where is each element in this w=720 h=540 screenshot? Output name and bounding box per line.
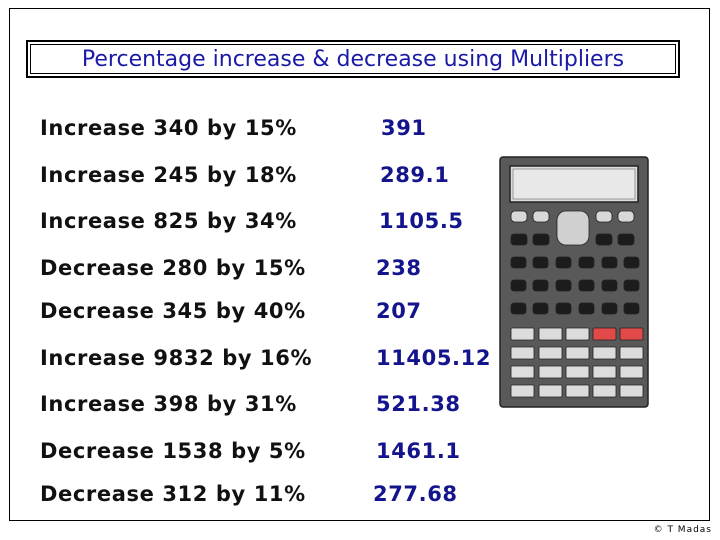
calc-key <box>538 327 563 341</box>
calc-key <box>510 346 535 360</box>
calc-key <box>592 365 617 379</box>
calc-key <box>619 327 644 341</box>
question-text: Decrease 1538 by 5% <box>40 439 306 463</box>
calc-key <box>601 302 618 315</box>
calc-key <box>510 210 528 223</box>
answer-text: 11405.12 <box>376 346 492 370</box>
calc-key <box>538 365 563 379</box>
calc-key <box>578 279 595 292</box>
calc-key <box>532 210 550 223</box>
question-text: Increase 398 by 31% <box>40 392 297 416</box>
list-item: Increase 245 by 18% 289.1 <box>0 163 720 193</box>
list-item: Decrease 280 by 15% 238 <box>0 256 720 286</box>
calc-key <box>595 233 613 246</box>
calc-key <box>538 346 563 360</box>
calc-key <box>623 302 640 315</box>
page-title: Percentage increase & decrease using Mul… <box>81 47 625 72</box>
calc-key <box>532 256 549 269</box>
calc-key <box>565 346 590 360</box>
question-text: Decrease 312 by 11% <box>40 482 306 506</box>
calc-key <box>555 302 572 315</box>
calc-key <box>510 279 527 292</box>
calc-key <box>510 365 535 379</box>
question-text: Increase 9832 by 16% <box>40 346 313 370</box>
list-item: Decrease 312 by 11% 277.68 <box>0 482 720 512</box>
calc-key <box>619 346 644 360</box>
copyright-text: © T Madas <box>653 525 712 535</box>
answer-text: 391 <box>381 116 427 140</box>
list-item: Increase 9832 by 16% 11405.12 <box>0 346 720 376</box>
calc-key <box>538 384 563 398</box>
answer-text: 1105.5 <box>379 209 464 233</box>
answer-text: 277.68 <box>373 482 458 506</box>
calc-key <box>623 279 640 292</box>
calc-key <box>565 327 590 341</box>
answer-text: 238 <box>376 256 422 280</box>
calc-key <box>592 346 617 360</box>
calc-key <box>623 256 640 269</box>
answer-text: 289.1 <box>380 163 450 187</box>
calc-key <box>617 233 635 246</box>
question-text: Increase 825 by 34% <box>40 209 297 233</box>
calc-key <box>532 233 550 246</box>
calc-key <box>510 256 527 269</box>
calc-key <box>510 384 535 398</box>
calc-key <box>565 384 590 398</box>
answer-text: 521.38 <box>376 392 461 416</box>
calc-dpad <box>556 210 590 246</box>
calc-key <box>578 302 595 315</box>
question-text: Decrease 280 by 15% <box>40 256 306 280</box>
calc-key <box>619 365 644 379</box>
calc-key <box>510 233 528 246</box>
calc-key <box>510 302 527 315</box>
list-item: Increase 825 by 34% 1105.5 <box>0 209 720 239</box>
calc-key <box>592 327 617 341</box>
answer-text: 207 <box>376 299 422 323</box>
calc-key <box>510 327 535 341</box>
question-text: Increase 245 by 18% <box>40 163 297 187</box>
slide-frame <box>9 8 710 521</box>
calc-key <box>565 365 590 379</box>
calc-key <box>555 256 572 269</box>
calc-key <box>555 279 572 292</box>
calc-key <box>601 279 618 292</box>
list-item: Increase 340 by 15% 391 <box>0 116 720 146</box>
list-item: Decrease 1538 by 5% 1461.1 <box>0 439 720 469</box>
calc-key <box>601 256 618 269</box>
calc-key <box>578 256 595 269</box>
calc-key <box>619 384 644 398</box>
answer-text: 1461.1 <box>376 439 461 463</box>
calc-key <box>592 384 617 398</box>
calculator-icon <box>499 156 649 408</box>
calc-key <box>532 302 549 315</box>
list-item: Decrease 345 by 40% 207 <box>0 299 720 329</box>
question-text: Increase 340 by 15% <box>40 116 297 140</box>
calc-key <box>532 279 549 292</box>
calc-key <box>617 210 635 223</box>
question-text: Decrease 345 by 40% <box>40 299 306 323</box>
title-box: Percentage increase & decrease using Mul… <box>26 40 680 78</box>
calc-key <box>595 210 613 223</box>
list-item: Increase 398 by 31% 521.38 <box>0 392 720 422</box>
